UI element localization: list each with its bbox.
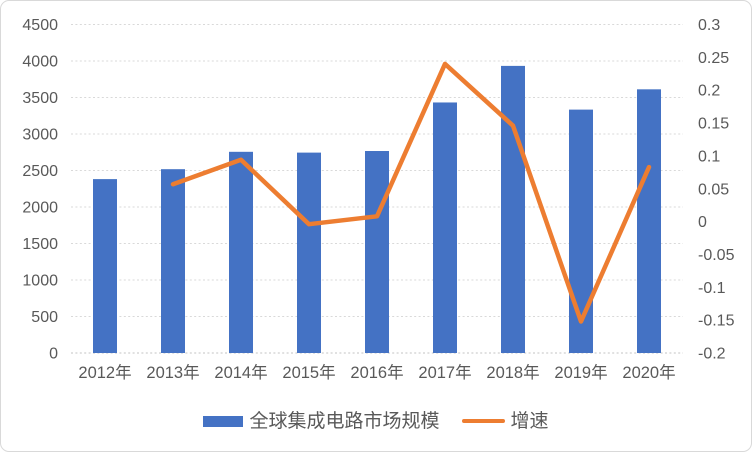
bar-2018年 [501,65,525,354]
right-axis-tick-label: 0.25 [698,50,729,67]
legend-item-growth-rate: 增速 [461,410,549,432]
right-axis-tick-label: -0.1 [698,280,726,297]
left-axis-tick-label: 4500 [22,17,58,34]
left-axis-tick-label: 2000 [22,200,58,217]
left-axis-tick-label: 2500 [22,163,58,180]
left-axis-tick-label: 500 [31,309,58,326]
right-axis-tick-label: 0.1 [698,148,720,165]
x-axis-label-2016年: 2016年 [350,363,403,382]
x-axis-label-2014年: 2014年 [214,363,267,382]
legend: 全球集成电路市场规模 增速 [1,406,751,436]
line-series-swatch [461,418,505,424]
right-axis-tick-label: 0.3 [698,17,720,34]
right-axis-tick-label: -0.15 [698,313,735,330]
legend-item-market-size: 全球集成电路市场规模 [203,410,440,432]
bar-series-swatch [203,415,244,427]
right-axis-tick-label: 0.2 [698,83,720,100]
x-axis-label-2012年: 2012年 [78,363,131,382]
bar-2015年 [297,152,321,353]
growth-rate-line [170,61,652,324]
x-axis-label-2018年: 2018年 [486,363,539,382]
right-axis-tick-label: 0.05 [698,181,729,198]
left-axis-tick-label: 3000 [22,127,58,144]
x-axis-label-2019年: 2019年 [554,363,607,382]
right-axis-tick-label: -0.05 [698,247,735,264]
x-axis-label-2020年: 2020年 [622,363,675,382]
right-axis-tick-label: -0.2 [698,346,726,363]
bar-2017年 [433,102,457,354]
x-axis-label-2013年: 2013年 [146,363,199,382]
left-axis-tick-label: 1500 [22,236,58,253]
bar-2013年 [161,169,185,353]
x-axis-label-2017年: 2017年 [418,363,471,382]
line-series-legend-label: 增速 [510,410,549,432]
bar-2014年 [229,151,253,353]
bar-series-legend-label: 全球集成电路市场规模 [249,410,440,432]
left-axis-tick-label: 4000 [22,54,58,71]
right-axis-tick-label: 0 [698,214,707,231]
left-axis-tick-label: 0 [49,346,58,363]
bar-2012年 [93,179,117,353]
bar-2016年 [365,151,389,353]
bar-2019年 [569,109,593,353]
bar-2020年 [637,89,661,353]
x-axis-label-2015年: 2015年 [282,363,335,382]
left-axis-tick-label: 1000 [22,273,58,290]
left-axis-tick-label: 3500 [22,90,58,107]
right-axis-tick-label: 0.15 [698,116,729,133]
